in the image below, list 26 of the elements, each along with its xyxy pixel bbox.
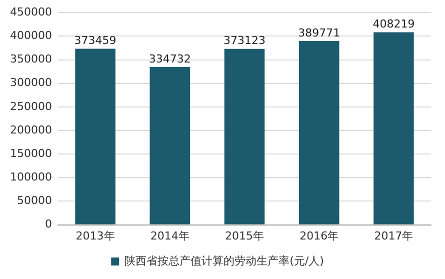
x-tick-label: 2014年 (150, 229, 190, 242)
data-label: 373123 (223, 34, 266, 48)
y-tick-label: 50000 (16, 194, 52, 208)
y-tick-label: 300000 (10, 76, 52, 90)
data-label: 334732 (148, 52, 191, 66)
y-tick-label: 450000 (10, 5, 52, 18)
y-tick-label: 0 (44, 218, 52, 231)
data-label: 408219 (372, 18, 415, 31)
data-label: 373459 (74, 34, 116, 48)
y-tick-label: 100000 (10, 170, 52, 184)
bar (224, 48, 265, 224)
x-tick-label: 2017年 (374, 229, 414, 242)
legend-label: 陕西省按总产值计算的劳动生产率(元/人) (124, 254, 324, 268)
x-tick-label: 2016年 (300, 229, 339, 242)
x-tick-label: 2013年 (76, 229, 115, 242)
bar (298, 41, 340, 224)
bar (374, 32, 414, 224)
y-tick-label: 400000 (10, 29, 52, 42)
y-tick-label: 200000 (10, 123, 52, 136)
bar (75, 48, 116, 224)
bar (150, 66, 190, 224)
data-label: 389771 (298, 26, 340, 40)
x-tick-label: 2015年 (224, 229, 264, 242)
y-tick-label: 250000 (10, 100, 52, 113)
y-tick-label: 350000 (10, 52, 52, 66)
y-tick-label: 150000 (10, 146, 52, 160)
